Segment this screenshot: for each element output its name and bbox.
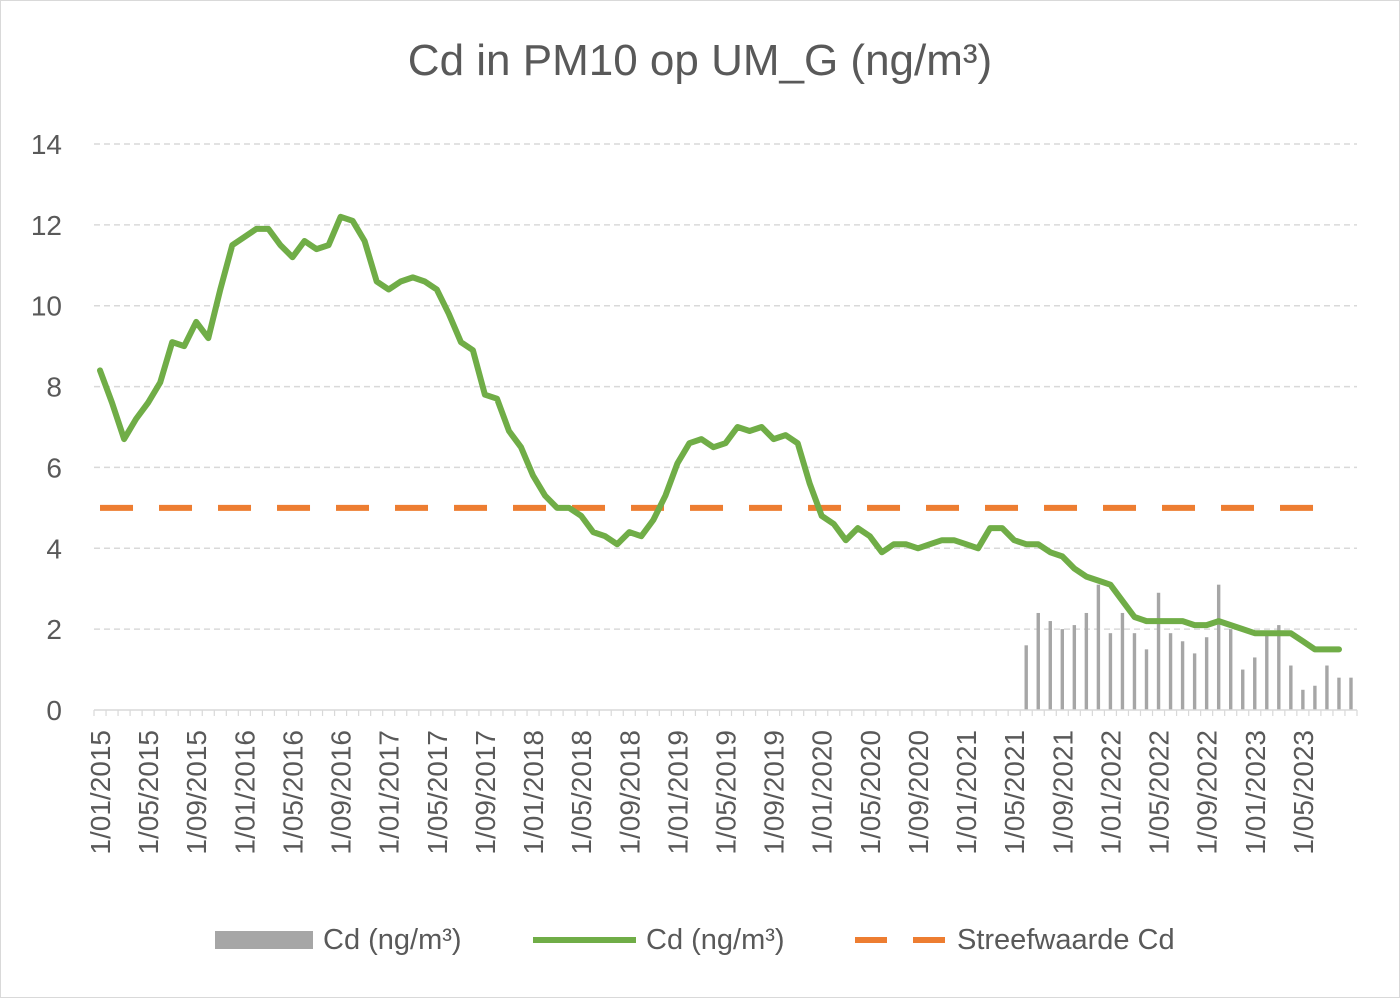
bar [1132,633,1137,710]
bar [1084,612,1089,710]
bar [1048,621,1052,710]
x-tick-label: 1/05/2016 [278,730,309,855]
bar [1096,584,1101,710]
legend-swatch-bars [215,931,313,949]
chart-legend: Cd (ng/m³) Cd (ng/m³) Streefwaarde Cd [0,918,1400,962]
x-tick-label: 1/05/2019 [711,730,742,855]
x-tick-label: 1/05/2018 [566,730,597,855]
bar [1060,629,1064,710]
bar [1349,677,1353,710]
legend-swatch-line [533,937,636,943]
bar [1241,669,1245,710]
y-tick-label: 14 [31,129,62,160]
legend-swatch-target [855,937,947,943]
bar [1301,689,1305,710]
x-tick-label: 1/01/2022 [1095,730,1126,855]
x-tick-label: 1/09/2019 [759,730,790,855]
bar [1024,645,1028,710]
x-tick-label: 1/01/2015 [85,730,116,855]
x-tick-label: 1/09/2021 [1047,730,1078,855]
bar [1180,641,1185,710]
x-tick-label: 1/01/2020 [807,730,838,855]
x-tick-label: 1/01/2023 [1240,730,1271,855]
x-tick-label: 1/01/2017 [374,730,405,855]
bar [1204,637,1209,710]
legend-item-line[interactable]: Cd (ng/m³) [533,918,785,962]
bar [1036,612,1040,710]
bar [1277,625,1281,710]
y-tick-label: 10 [31,291,62,322]
bar [1156,592,1161,710]
x-tick-label: 1/01/2016 [229,730,260,855]
bar [1253,657,1257,710]
x-tick-label: 1/09/2017 [470,730,501,855]
bar [1325,665,1329,710]
bar [1072,625,1077,710]
x-tick-label: 1/01/2018 [518,730,549,855]
x-tick-label: 1/05/2015 [133,730,164,855]
legend-item-bars[interactable]: Cd (ng/m³) [215,918,462,962]
bar [1337,677,1341,710]
legend-label-line: Cd (ng/m³) [646,923,785,956]
x-tick-label: 1/05/2021 [999,730,1030,855]
legend-label-target: Streefwaarde Cd [957,923,1175,956]
x-tick-label: 1/01/2019 [662,730,693,855]
y-tick-label: 0 [46,695,62,726]
bar [1265,633,1269,710]
chart-title: Cd in PM10 op UM_G (ng/m³) [407,36,993,85]
bar [1229,629,1233,710]
x-tick-label: 1/01/2021 [951,730,982,855]
y-tick-label: 12 [31,210,62,241]
series-line [97,213,1342,653]
x-tick-label: 1/05/2023 [1288,730,1319,855]
bar [1192,653,1197,710]
bar [1289,665,1293,710]
x-tick-label: 1/09/2022 [1192,730,1223,855]
y-tick-label: 4 [46,533,62,564]
bar [1120,612,1125,710]
x-tick-label: 1/09/2016 [326,730,357,855]
bar [1168,633,1173,710]
x-tick-label: 1/05/2020 [855,730,886,855]
x-tick-label: 1/05/2017 [422,730,453,855]
legend-label-bars: Cd (ng/m³) [323,923,462,956]
chart-plot: 0 2 4 6 8 10 12 14 1/01/2015 1/05/2015 1/09/2015 1… [31,129,1358,855]
x-tick-label: 1/05/2022 [1144,730,1175,855]
legend-item-target[interactable]: Streefwaarde Cd [855,918,1175,962]
bar [1144,649,1149,710]
x-tick-label: 1/09/2015 [181,730,212,855]
y-tick-label: 6 [46,452,62,483]
y-tick-label: 2 [46,614,62,645]
x-tick-label: 1/09/2020 [903,730,934,855]
bar [1216,584,1221,710]
bar [1108,633,1113,710]
bar [1313,685,1317,710]
x-tick-label: 1/09/2018 [614,730,645,855]
y-tick-label: 8 [46,372,62,403]
